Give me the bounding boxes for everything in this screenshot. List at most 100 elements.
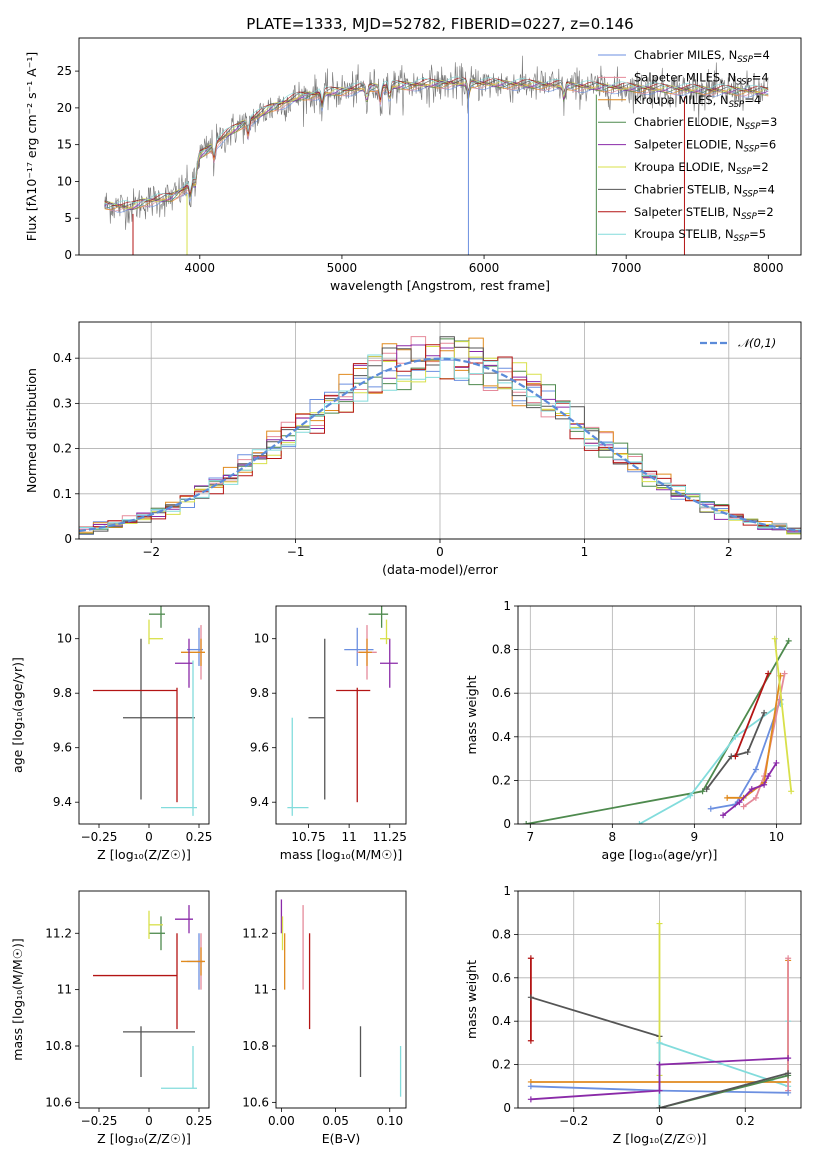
panel-mass_vs_ebv: 0.00 0.05 0.10 10.6 10.8 11 11.2 E(B-V) bbox=[242, 890, 407, 1146]
weight-marker bbox=[527, 1083, 534, 1090]
weight-marker bbox=[736, 799, 743, 806]
x-tick-label: 9 bbox=[691, 830, 699, 844]
y-tick-label: 0.3 bbox=[53, 396, 72, 410]
y-tick-label: 9.6 bbox=[250, 741, 269, 755]
plot-area bbox=[79, 336, 801, 535]
x-tick-label: 7000 bbox=[611, 261, 642, 275]
weight-marker bbox=[527, 1037, 534, 1044]
axes-frame bbox=[78, 37, 802, 256]
legend-label-salpeter_stelib: Salpeter STELIB, NSSP=2 bbox=[634, 205, 774, 222]
weight-line-salpeter_elodie bbox=[530, 1057, 789, 1101]
data-point-chabrier_elodie bbox=[368, 606, 389, 628]
x-tick-label: 0.25 bbox=[186, 830, 213, 844]
y-tick-label: 0 bbox=[64, 532, 72, 546]
weight-marker bbox=[732, 733, 739, 740]
weight-marker bbox=[527, 994, 534, 1001]
y-tick-label: 0.6 bbox=[492, 686, 511, 700]
weight-line-kroupa_elodie bbox=[773, 638, 793, 792]
x-axis-label: age [log₁₀(age/yr)] bbox=[602, 847, 718, 862]
panel-mass_vs_Z: −0.25 0 0.25 10.6 10.8 11 11.2 Z [log₁₀(Z/Z☉)] m… bbox=[10, 890, 212, 1146]
figure-title: PLATE=1333, MJD=52782, FIBERID=0227, z=0… bbox=[246, 15, 633, 33]
weight-line-chabrier_miles bbox=[710, 699, 782, 810]
y-tick-label: 0.6 bbox=[492, 971, 511, 985]
x-tick-label: 6000 bbox=[469, 261, 500, 275]
weight-marker bbox=[761, 709, 768, 716]
y-tick-label: 11 bbox=[57, 983, 72, 997]
weight-marker bbox=[724, 794, 731, 801]
weight-marker bbox=[765, 670, 772, 677]
y-axis-label: mass weight bbox=[464, 960, 479, 1039]
axes-frame bbox=[78, 890, 210, 1109]
x-tick-label: 10.75 bbox=[291, 830, 325, 844]
weight-marker bbox=[687, 792, 694, 799]
x-tick-label: 0.00 bbox=[268, 1114, 295, 1128]
weight-marker bbox=[656, 1087, 663, 1094]
axes-frame bbox=[78, 321, 802, 540]
weight-marker bbox=[656, 920, 663, 927]
y-tick-label: 25 bbox=[57, 64, 72, 78]
x-axis-label: Z [log₁₀(Z/Z☉)] bbox=[97, 847, 191, 862]
x-tick-label: 0.05 bbox=[322, 1114, 349, 1128]
model-spectrum-kroupa_stelib bbox=[104, 76, 769, 205]
y-tick-label: 0.2 bbox=[53, 442, 72, 456]
x-tick-label: 10 bbox=[769, 830, 784, 844]
data-point-kroupa_elodie bbox=[380, 619, 390, 645]
data-point-salpeter_elodie bbox=[380, 638, 398, 688]
x-tick-label: 2 bbox=[725, 545, 733, 559]
plot-area bbox=[523, 635, 795, 824]
x-tick-label: 7 bbox=[526, 830, 534, 844]
y-tick-label: 9.4 bbox=[53, 795, 72, 809]
weight-line-salpeter_stelib bbox=[734, 673, 770, 757]
weight-marker bbox=[752, 794, 759, 801]
x-tick-label: −0.25 bbox=[81, 830, 118, 844]
x-axis-label: mass [log₁₀(M/M☉)] bbox=[280, 847, 402, 862]
weight-marker bbox=[744, 749, 751, 756]
panel-age_vs_Z: −0.25 0 0.25 9.4 9.6 9.8 10 Z [log₁₀(Z/Z☉)] age … bbox=[10, 605, 213, 862]
y-tick-label: 5 bbox=[64, 211, 72, 225]
y-tick-label: 9.4 bbox=[250, 795, 269, 809]
axes-frame bbox=[78, 605, 210, 825]
x-tick-label: 8000 bbox=[753, 261, 784, 275]
panel-weight_vs_Z: −0.2 0 0.2 0 0.2 0.4 0.6 0.8 1 Z [log₁₀(Z/Z☉)] mas… bbox=[464, 884, 802, 1146]
weight-marker bbox=[636, 821, 643, 824]
y-tick-label: 11.2 bbox=[242, 926, 269, 940]
weight-marker bbox=[523, 821, 530, 824]
y-tick-label: 10.6 bbox=[45, 1095, 72, 1109]
y-tick-label: 0.8 bbox=[492, 643, 511, 657]
plot-area bbox=[93, 905, 205, 1089]
weight-marker bbox=[773, 759, 780, 766]
data-point-salpeter_elodie bbox=[175, 905, 193, 934]
weight-marker bbox=[656, 1039, 663, 1046]
x-tick-label: 0 bbox=[436, 545, 444, 559]
gaussian-curve bbox=[79, 357, 801, 533]
x-tick-label: 0.2 bbox=[736, 1114, 755, 1128]
y-tick-label: 10.8 bbox=[242, 1039, 269, 1053]
x-axis-label: Z [log₁₀(Z/Z☉)] bbox=[613, 1131, 707, 1146]
y-tick-label: 20 bbox=[57, 101, 72, 115]
weight-marker bbox=[656, 1061, 663, 1068]
y-tick-label: 9.6 bbox=[53, 741, 72, 755]
data-point-chabrier_miles bbox=[344, 627, 374, 666]
axes-frame bbox=[517, 890, 802, 1109]
legend-label-kroupa_stelib: Kroupa STELIB, NSSP=5 bbox=[634, 227, 766, 244]
x-tick-label: 8 bbox=[609, 830, 617, 844]
y-tick-label: 0.4 bbox=[53, 351, 72, 365]
weight-marker bbox=[748, 786, 755, 793]
y-axis-label: Flux [fλ10⁻¹⁷ erg cm⁻² s⁻¹ A⁻¹] bbox=[24, 52, 39, 241]
weight-marker bbox=[781, 670, 788, 677]
y-axis-label: mass weight bbox=[464, 675, 479, 754]
y-tick-label: 1 bbox=[503, 599, 511, 613]
y-tick-label: 10 bbox=[57, 632, 72, 646]
panel-age_vs_mass: 10.75 11 11.25 9.4 9.6 9.8 10 mass [log₁₀(M/M☉)… bbox=[250, 605, 407, 862]
x-tick-label: 0.10 bbox=[376, 1114, 403, 1128]
legend-label-chabrier_miles: Chabrier MILES, NSSP=4 bbox=[634, 48, 770, 65]
data-point-chabrier_miles bbox=[187, 627, 203, 666]
legend-label-salpeter_miles: Salpeter MILES, NSSP=4 bbox=[634, 70, 769, 87]
y-tick-label: 0.2 bbox=[492, 773, 511, 787]
legend-label-salpeter_elodie: Salpeter ELODIE, NSSP=6 bbox=[634, 138, 776, 155]
axes-frame bbox=[517, 605, 802, 825]
weight-marker bbox=[785, 637, 792, 644]
y-axis-label: Normed distribution bbox=[24, 368, 39, 493]
weight-marker bbox=[771, 635, 778, 642]
y-tick-label: 0.4 bbox=[492, 1014, 511, 1028]
